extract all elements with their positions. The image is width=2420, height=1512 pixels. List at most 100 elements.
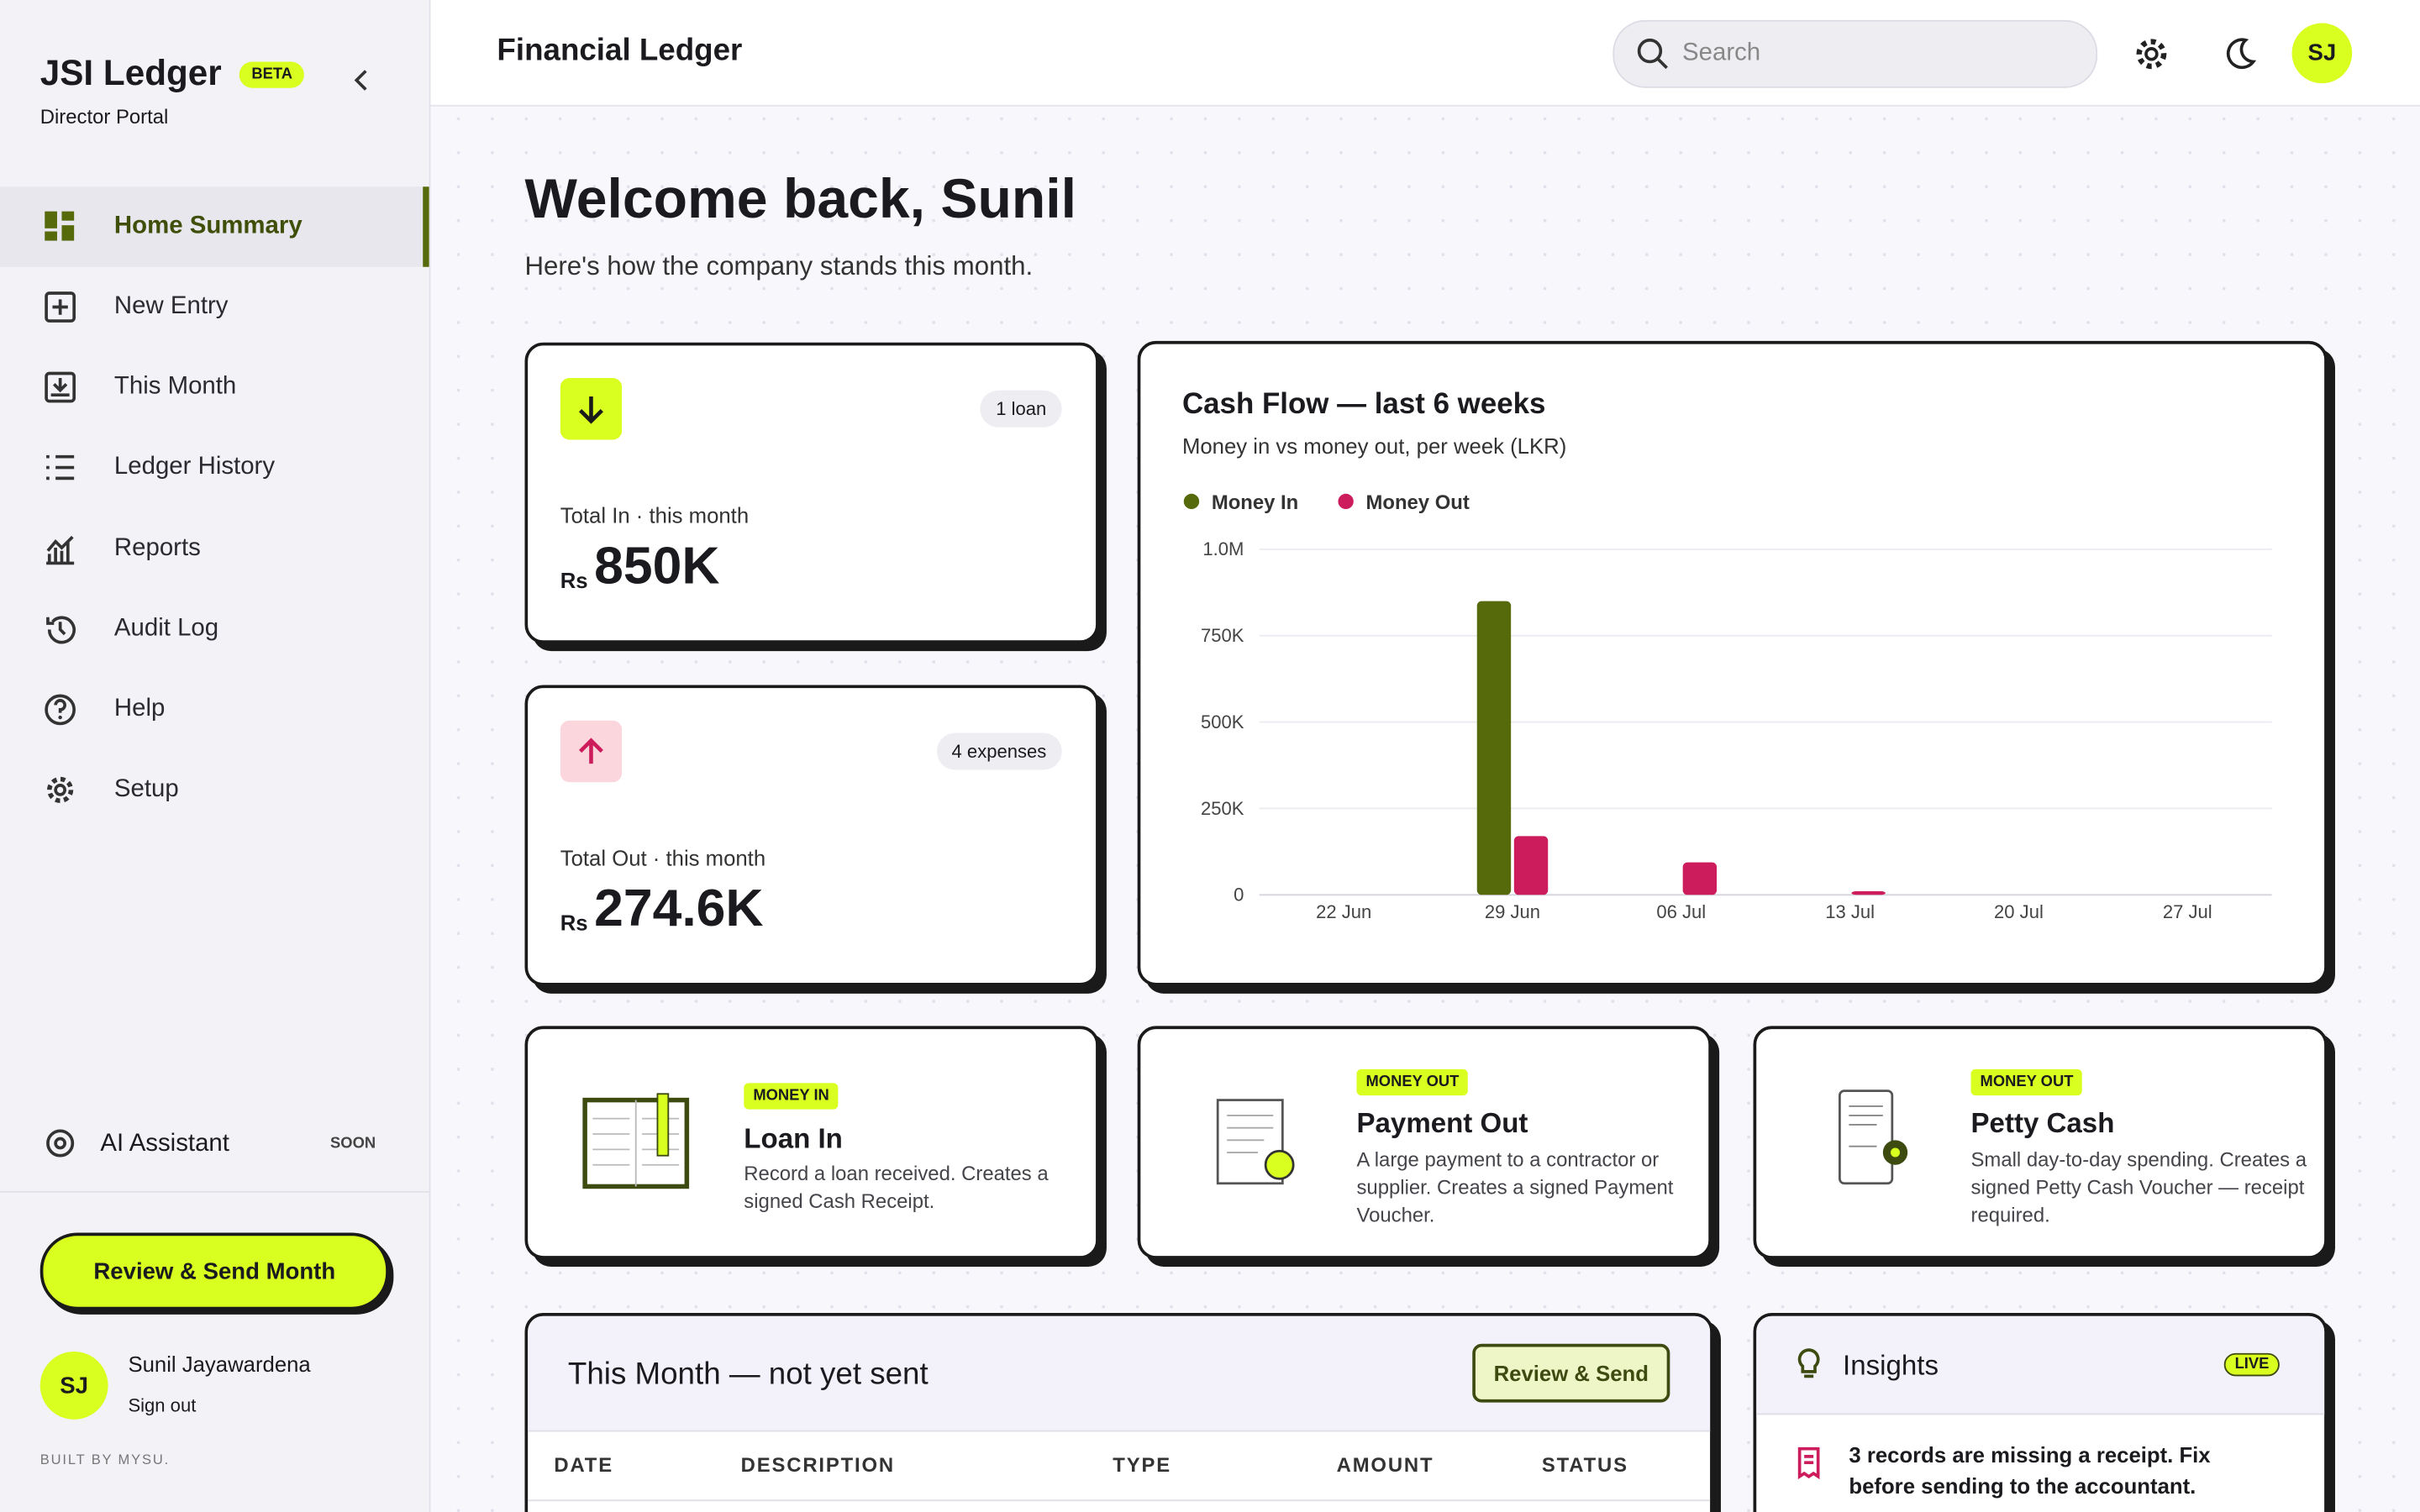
voucher-illustration: [1216, 1099, 1295, 1185]
nav-item[interactable]: New Entry: [0, 267, 429, 348]
action-description: Record a loan received. Creates a signed…: [744, 1162, 1049, 1213]
stat-currency: Rs: [560, 567, 588, 593]
user-name: Sunil Jayawardena: [128, 1351, 311, 1377]
nav-label: Help: [113, 696, 166, 722]
legend-label: Money In: [1211, 491, 1297, 513]
sign-out-link[interactable]: Sign out: [128, 1394, 197, 1417]
nav-label: Setup: [113, 775, 179, 803]
action-title: Loan In: [744, 1123, 843, 1154]
nav-item[interactable]: Reports: [0, 509, 429, 590]
stat-label: Total Out · this month: [560, 845, 766, 870]
x-tick-label: 27 Jul: [2162, 900, 2212, 921]
receipt-icon: [1797, 1446, 1820, 1480]
action-title: Payment Out: [1356, 1107, 1528, 1139]
y-tick-label: 250K: [1200, 797, 1244, 818]
live-badge: LIVE: [2223, 1352, 2281, 1377]
chart-card: Cash Flow — last 6 weeks Money in vs mon…: [1137, 340, 2328, 986]
footer-credit: BUILT BY MYSU.: [39, 1452, 171, 1467]
collapse-button[interactable]: [349, 66, 373, 94]
nav-label: New Entry: [113, 292, 229, 320]
pending-card: This Month — not yet sent Review & Send …: [524, 1313, 1713, 1512]
bulb-icon: [1797, 1348, 1820, 1378]
y-tick-label: 750K: [1200, 624, 1244, 645]
x-tick-label: 13 Jul: [1824, 900, 1874, 921]
nav-item[interactable]: Home Summary: [0, 186, 429, 267]
stat-value: 850K: [594, 537, 720, 596]
x-tick-label: 22 Jun: [1315, 900, 1370, 921]
welcome-title: Welcome back, Sunil: [524, 166, 1077, 230]
soon-badge: SOON: [330, 1135, 376, 1153]
legend-swatch: [1182, 492, 1199, 509]
insights-card: Insights LIVE 3 records are missing a re…: [1753, 1313, 2328, 1512]
bar: [1512, 835, 1548, 895]
action-tag: MONEY OUT: [1970, 1068, 2083, 1096]
action-tag: MONEY OUT: [1356, 1068, 1469, 1096]
portal-label: Director Portal: [39, 104, 169, 129]
pending-title: This Month — not yet sent: [567, 1357, 929, 1392]
action-title: Petty Cash: [1970, 1107, 2115, 1139]
y-tick-label: 0: [1233, 884, 1243, 905]
nav-item[interactable]: Audit Log: [0, 590, 429, 670]
welcome-subtitle: Here's how the company stands this month…: [524, 251, 1034, 281]
divider: [528, 1499, 1711, 1502]
y-tick-label: 1.0M: [1202, 538, 1244, 559]
action-card[interactable]: MONEY OUT Petty Cash Small day-to-day sp…: [1753, 1026, 2328, 1259]
assistant-label: AI Assistant: [100, 1131, 229, 1158]
stat-card: 4 expenses Total Out · this month Rs 274…: [524, 685, 1099, 986]
action-description: A large payment to a contractor or suppl…: [1356, 1147, 1674, 1227]
theme-toggle[interactable]: [2221, 35, 2258, 72]
beta-badge: BETA: [239, 61, 305, 88]
action-description: Small day-to-day spending. Creates a sig…: [1970, 1147, 2307, 1227]
nav-label: Home Summary: [113, 213, 302, 239]
ledger-illustration: [582, 1093, 690, 1189]
header-avatar[interactable]: SJ: [2291, 23, 2353, 84]
nav-label: Ledger History: [113, 454, 276, 480]
bar: [1850, 890, 1885, 895]
chart-title: Cash Flow — last 6 weeks: [1181, 388, 1546, 422]
search-box[interactable]: Search: [1612, 19, 2098, 88]
page-title: Financial Ledger: [497, 34, 743, 68]
stat-card: 1 loan Total In · this month Rs 850K: [524, 342, 1099, 643]
y-tick-label: 500K: [1200, 711, 1244, 732]
nav-item[interactable]: This Month: [0, 347, 429, 428]
column-header: TYPE: [1113, 1453, 1172, 1477]
bar: [1681, 861, 1717, 895]
column-header: STATUS: [1541, 1453, 1628, 1477]
review-send-button[interactable]: Review & Send: [1472, 1343, 1670, 1403]
column-header: AMOUNT: [1336, 1453, 1434, 1477]
action-tag: MONEY IN: [744, 1083, 839, 1110]
column-header: DATE: [554, 1453, 613, 1477]
brand: JSI Ledger: [39, 52, 222, 93]
stat-badge: 1 loan: [980, 390, 1062, 428]
x-tick-label: 20 Jul: [1993, 900, 2043, 921]
stat-badge: 4 expenses: [936, 732, 1062, 770]
nav-label: Audit Log: [113, 615, 219, 643]
receipt-illustration: [1839, 1089, 1908, 1185]
action-card[interactable]: MONEY OUT Payment Out A large payment to…: [1137, 1026, 1712, 1259]
insight-item: 3 records are missing a receipt. Fix bef…: [1849, 1442, 2211, 1499]
top-bar: Financial Ledger Search SJ: [430, 0, 2420, 107]
insights-title: Insights: [1843, 1350, 1939, 1381]
cash-flow-chart: 0 250K 500K 750K 1.0M Money In Money Out 22 Jun…: [1182, 491, 2271, 921]
stat-currency: Rs: [560, 910, 588, 936]
sidebar: JSI Ledger BETA Director Portal Home Sum…: [0, 0, 431, 1512]
x-tick-label: 29 Jun: [1484, 900, 1539, 921]
nav-item[interactable]: Help: [0, 669, 429, 750]
nav-item[interactable]: Setup: [0, 750, 429, 831]
stat-value: 274.6K: [594, 879, 764, 938]
assistant-icon: [46, 1129, 75, 1158]
stat-label: Total In · this month: [560, 502, 750, 528]
action-card[interactable]: MONEY IN Loan In Record a loan received.…: [524, 1026, 1099, 1259]
search-placeholder: Search: [1682, 39, 1761, 66]
nav-item[interactable]: Ledger History: [0, 428, 429, 508]
x-tick-label: 06 Jul: [1655, 900, 1705, 921]
stat-icon: [560, 378, 623, 440]
column-header: DESCRIPTION: [740, 1453, 896, 1477]
review-send-month-button[interactable]: Review & Send Month: [39, 1232, 389, 1310]
legend-label: Money Out: [1365, 491, 1469, 513]
settings-button[interactable]: [2133, 35, 2170, 72]
bar: [1476, 600, 1511, 895]
nav-label: Reports: [113, 535, 201, 562]
legend-swatch: [1337, 492, 1353, 509]
